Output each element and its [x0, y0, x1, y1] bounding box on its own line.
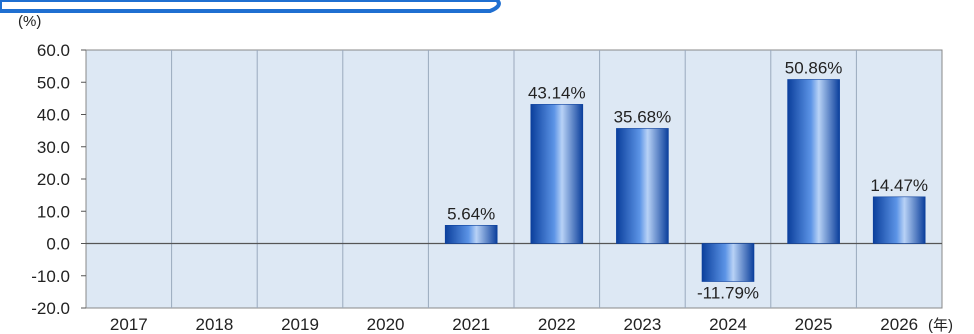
bar-2025	[787, 79, 840, 244]
data-label-2024: -11.79%	[697, 284, 759, 303]
x-tick-label: 2020	[367, 315, 405, 334]
x-tick-label: 2023	[623, 315, 661, 334]
data-label-2025: 50.86%	[785, 58, 843, 77]
x-tick-label: 2025	[795, 315, 833, 334]
bar-2026	[872, 196, 926, 244]
bar-2022	[530, 104, 584, 244]
y-tick-label: 10.0	[37, 202, 70, 221]
bar-2023	[616, 128, 669, 244]
data-label-2022: 43.14%	[528, 83, 586, 102]
x-axis-ticks: 2017 2018 2019 2020 2021 2022 2023 2024 2025 2026	[110, 315, 918, 334]
grid-lines	[171, 50, 857, 308]
x-tick-label: 2022	[538, 315, 576, 334]
header-bar-decoration	[0, 0, 501, 13]
y-tick-label: 40.0	[37, 106, 70, 125]
data-label-2021: 5.64%	[447, 204, 495, 223]
x-axis-unit-label: (年)	[928, 317, 953, 334]
y-tick-label: 50.0	[37, 73, 70, 92]
y-tick-label: 0.0	[46, 235, 70, 254]
y-axis-ticks: 60.0 50.0 40.0 30.0 20.0 10.0 0.0 -10.0 -20.0	[31, 41, 86, 318]
y-tick-label: 30.0	[37, 138, 70, 157]
y-axis-unit-label: (%)	[18, 13, 41, 30]
x-tick-label: 2018	[195, 315, 233, 334]
y-tick-label: 60.0	[37, 41, 70, 60]
x-tick-label: 2021	[452, 315, 490, 334]
bar-2024	[701, 243, 755, 282]
bars	[444, 79, 926, 282]
data-label-2026: 14.47%	[870, 176, 928, 195]
y-tick-label: -20.0	[31, 299, 70, 318]
x-tick-label: 2024	[709, 315, 747, 334]
bar-2021	[444, 225, 498, 244]
y-tick-label: 20.0	[37, 170, 70, 189]
x-tick-label: 2026	[880, 315, 918, 334]
x-tick-label: 2017	[110, 315, 148, 334]
data-labels: 5.64% 43.14% 35.68% -11.79% 50.86% 14.47%	[447, 58, 928, 302]
y-tick-label: -10.0	[31, 267, 70, 286]
data-label-2023: 35.68%	[614, 107, 672, 126]
x-tick-label: 2019	[281, 315, 319, 334]
